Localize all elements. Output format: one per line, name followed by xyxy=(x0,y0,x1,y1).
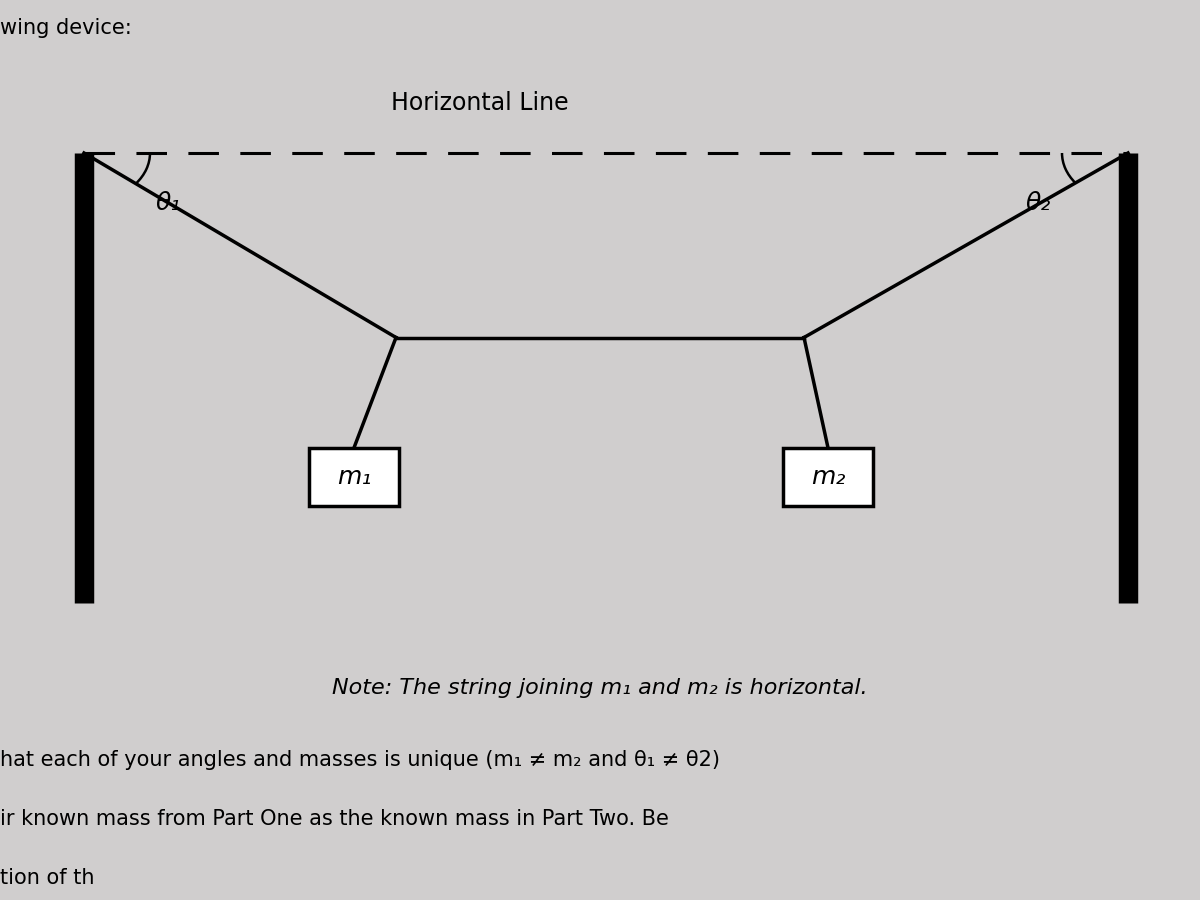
Text: wing device:: wing device: xyxy=(0,18,132,38)
Text: tion of th: tion of th xyxy=(0,868,95,887)
Text: Horizontal Line: Horizontal Line xyxy=(391,92,569,115)
Text: ir known mass from Part One as the known mass in Part Two. Be: ir known mass from Part One as the known… xyxy=(0,809,668,829)
Text: θ₁: θ₁ xyxy=(155,191,181,214)
Text: m₁: m₁ xyxy=(337,465,371,489)
Text: Note: The string joining m₁ and m₂ is horizontal.: Note: The string joining m₁ and m₂ is ho… xyxy=(332,679,868,698)
Bar xyxy=(310,448,398,506)
Text: m₂: m₂ xyxy=(811,465,845,489)
Text: hat each of your angles and masses is unique (m₁ ≠ m₂ and θ₁ ≠ θ2): hat each of your angles and masses is un… xyxy=(0,751,720,770)
Bar xyxy=(784,448,874,506)
Text: θ₂: θ₂ xyxy=(1025,191,1051,214)
